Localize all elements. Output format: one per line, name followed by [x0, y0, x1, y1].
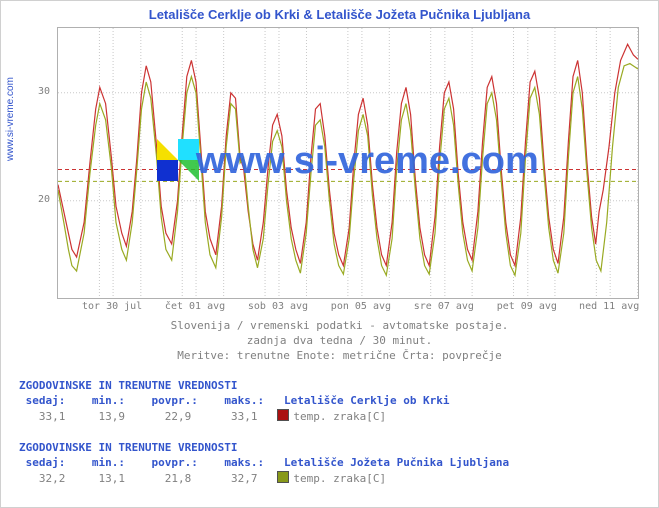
y-tick-label: 20 — [10, 194, 50, 205]
chart-title: Letališče Cerklje ob Krki & Letališče Jo… — [41, 7, 638, 22]
legend-stats-values: 33,1 13,9 22,9 33,1 temp. zraka[C] — [19, 409, 638, 425]
y-tick-label: 30 — [10, 86, 50, 97]
legend-header: ZGODOVINSKE IN TRENUTNE VREDNOSTI — [19, 379, 638, 394]
caption-line: zadnja dva tedna / 30 minut. — [41, 334, 638, 349]
plot-svg — [58, 28, 638, 298]
legend-stats-headers: sedaj: min.: povpr.: maks.: Letališče Jo… — [19, 456, 638, 471]
legend-stats-values: 32,2 13,1 21,8 32,7 temp. zraka[C] — [19, 471, 638, 487]
x-tick-label: pon 05 avg — [331, 301, 391, 312]
series-swatch-icon — [277, 471, 289, 483]
legend-block-1: ZGODOVINSKE IN TRENUTNE VREDNOSTI sedaj:… — [19, 441, 638, 487]
series-swatch-icon — [277, 409, 289, 421]
legend-stats-headers: sedaj: min.: povpr.: maks.: Letališče Ce… — [19, 394, 638, 409]
x-tick-label: sre 07 avg — [414, 301, 474, 312]
x-tick-label: ned 11 avg — [579, 301, 639, 312]
legend-header: ZGODOVINSKE IN TRENUTNE VREDNOSTI — [19, 441, 638, 456]
x-tick-label: tor 30 jul — [82, 301, 142, 312]
caption-line: Slovenija / vremenski podatki - avtomats… — [41, 319, 638, 334]
plot-area — [57, 27, 639, 299]
caption-line: Meritve: trenutne Enote: metrične Črta: … — [41, 349, 638, 364]
x-tick-label: sob 03 avg — [248, 301, 308, 312]
x-tick-label: pet 09 avg — [497, 301, 557, 312]
x-tick-label: čet 01 avg — [165, 301, 225, 312]
legend-block-0: ZGODOVINSKE IN TRENUTNE VREDNOSTI sedaj:… — [19, 379, 638, 425]
chart-captions: Slovenija / vremenski podatki - avtomats… — [41, 319, 638, 364]
